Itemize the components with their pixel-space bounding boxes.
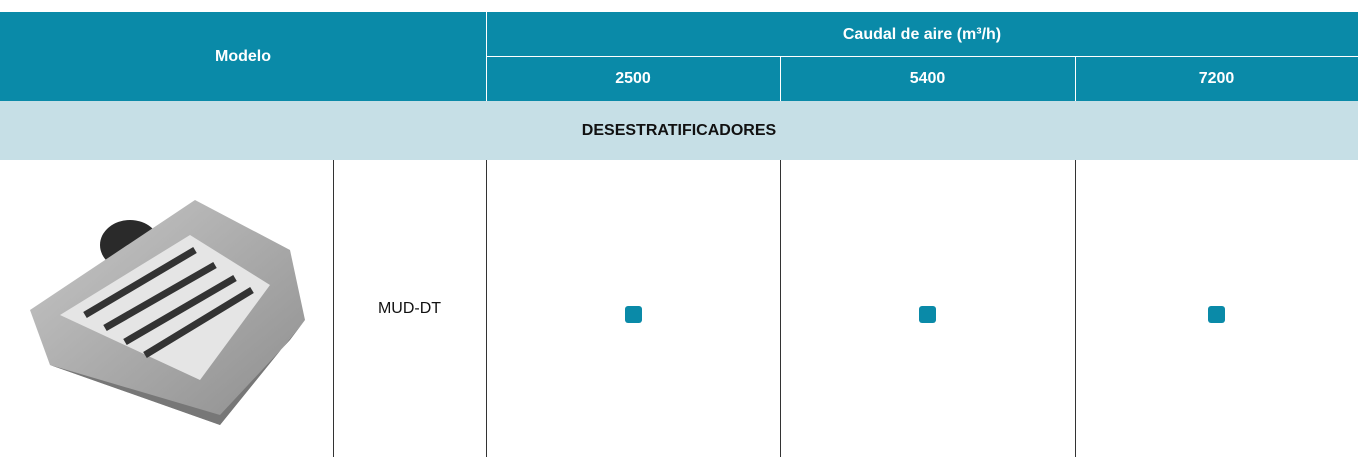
divider — [1075, 160, 1076, 457]
divider — [1075, 57, 1076, 101]
section-title: DESESTRATIFICADORES — [0, 101, 1358, 160]
header-column: 5400 — [780, 57, 1075, 101]
divider — [486, 56, 1358, 57]
header-column: 2500 — [486, 57, 780, 101]
availability-marker — [1208, 306, 1225, 323]
header-model: Modelo — [0, 12, 486, 101]
product-image — [30, 200, 305, 425]
availability-marker — [625, 306, 642, 323]
header-airflow: Caudal de aire (m³/h) — [486, 12, 1358, 57]
divider — [333, 160, 334, 457]
divider — [780, 57, 781, 101]
availability-marker — [919, 306, 936, 323]
divider — [780, 160, 781, 457]
model-name: MUD-DT — [377, 299, 442, 317]
header-column: 7200 — [1075, 57, 1358, 101]
divider — [486, 160, 487, 457]
